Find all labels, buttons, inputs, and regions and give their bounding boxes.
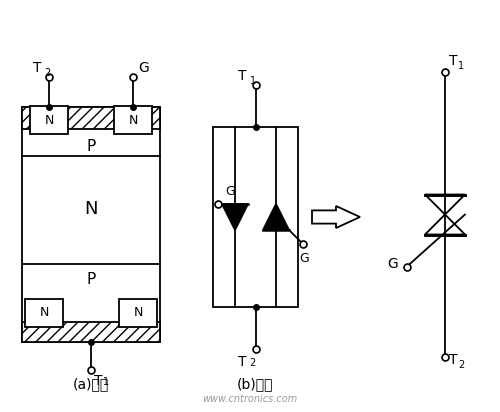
Text: N: N	[84, 200, 98, 218]
Text: 2: 2	[458, 360, 464, 370]
Text: N: N	[40, 307, 48, 319]
Text: N: N	[134, 307, 142, 319]
Bar	[22, 322, 160, 342]
Text: T: T	[238, 69, 247, 83]
Polygon shape	[263, 204, 289, 230]
Bar	[25, 299, 63, 327]
Bar	[22, 107, 160, 129]
Text: www.cntronics.com: www.cntronics.com	[202, 394, 298, 404]
Bar	[114, 106, 152, 134]
Text: G: G	[299, 252, 309, 265]
Text: 2: 2	[250, 358, 256, 368]
Text: 1: 1	[103, 377, 109, 387]
Text: N: N	[128, 113, 138, 126]
Text: G: G	[225, 185, 235, 198]
Bar	[22, 107, 160, 342]
Text: (a)结构: (a)结构	[73, 377, 109, 391]
Text: T: T	[33, 61, 42, 75]
Text: 2: 2	[44, 68, 50, 78]
Text: G: G	[138, 61, 149, 75]
Polygon shape	[222, 204, 248, 230]
Bar	[30, 106, 68, 134]
Text: T: T	[449, 353, 458, 367]
Text: P: P	[86, 272, 96, 286]
Text: 1: 1	[250, 76, 256, 86]
Text: T: T	[449, 54, 458, 68]
Text: T: T	[238, 355, 247, 369]
Bar	[213, 127, 298, 307]
Text: P: P	[86, 138, 96, 154]
Text: 1: 1	[458, 61, 464, 71]
Text: (b)电路: (b)电路	[238, 377, 274, 391]
Bar	[119, 299, 157, 327]
Text: N: N	[44, 113, 54, 126]
Text: G: G	[387, 258, 398, 272]
Text: T: T	[94, 374, 102, 388]
